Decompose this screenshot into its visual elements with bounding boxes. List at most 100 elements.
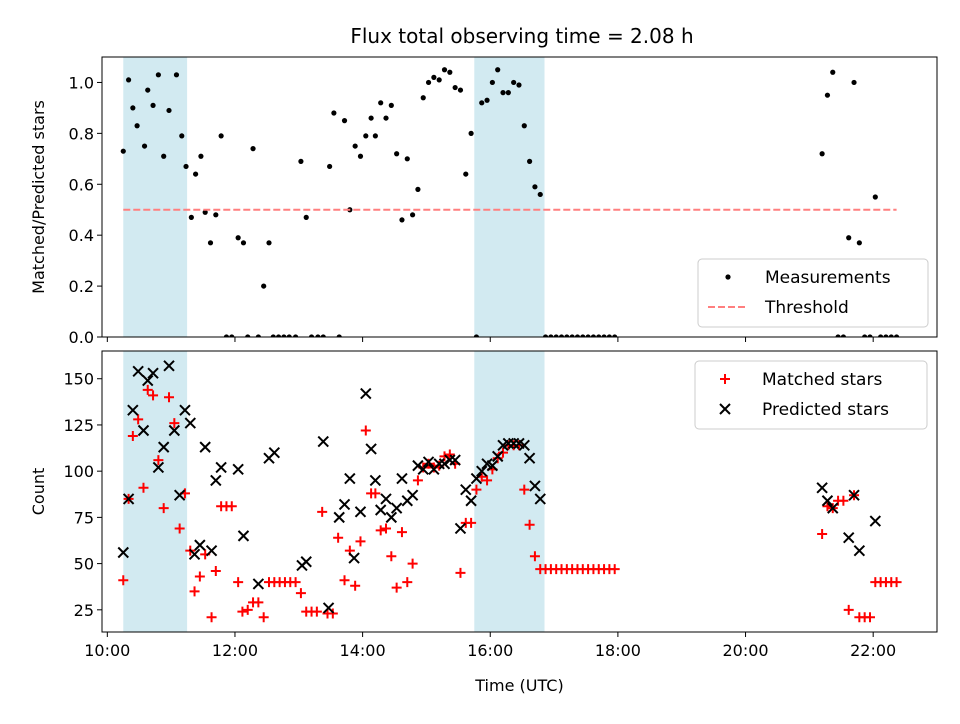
- data-point: [360, 425, 371, 436]
- data-point: [511, 79, 517, 86]
- data-point: [574, 334, 581, 337]
- data-point: [161, 153, 167, 159]
- data-point: [534, 493, 546, 505]
- data-point: [830, 69, 836, 75]
- data-point: [564, 334, 570, 337]
- data-point: [888, 334, 894, 337]
- legend: Matched stars Predicted stars: [694, 360, 928, 430]
- data-point: [317, 506, 328, 517]
- data-point: [524, 519, 535, 530]
- data-point: [878, 334, 884, 337]
- data-point: [258, 612, 269, 623]
- data-point: [365, 443, 377, 455]
- data-point: [521, 123, 527, 129]
- data-point: [360, 387, 372, 400]
- y-tick-label: 0.2: [69, 277, 94, 296]
- chart-title: Flux total observing time = 2.08 h: [350, 24, 693, 48]
- data-point: [891, 577, 902, 588]
- data-point: [138, 482, 149, 493]
- data-point: [835, 334, 841, 337]
- data-point: [457, 87, 464, 93]
- data-point: [428, 462, 439, 473]
- data-point: [466, 517, 477, 528]
- legend-box: [697, 258, 929, 328]
- series-measurements: [120, 67, 900, 337]
- data-point: [213, 212, 219, 218]
- data-point: [454, 522, 467, 535]
- data-point: [460, 483, 472, 496]
- data-point: [463, 171, 469, 177]
- data-point: [261, 283, 267, 289]
- shaded-interval-2: [474, 57, 545, 337]
- data-point: [869, 515, 882, 527]
- data-point: [223, 334, 230, 337]
- data-point: [452, 84, 458, 91]
- data-point: [193, 171, 199, 177]
- panel-2: 25 50 75 100 125 150 10:00 12:00 14:00 16:00 18:00…: [29, 350, 938, 695]
- data-point: [848, 489, 860, 501]
- data-point: [242, 604, 253, 615]
- data-point: [118, 575, 129, 586]
- data-point: [352, 143, 358, 149]
- shaded-interval-1: [123, 57, 188, 337]
- data-point: [194, 571, 205, 582]
- data-point: [363, 133, 369, 139]
- data-point: [150, 102, 156, 108]
- data-point: [375, 525, 386, 536]
- y-tick-label: 125: [63, 416, 94, 435]
- data-point: [355, 536, 366, 547]
- data-point: [253, 597, 264, 608]
- data-point: [292, 334, 299, 337]
- data-point: [210, 474, 222, 487]
- data-point: [286, 334, 292, 337]
- data-point: [883, 334, 889, 337]
- data-point: [558, 334, 565, 337]
- shaded-interval-1: [123, 351, 188, 632]
- data-point: [817, 529, 828, 540]
- y-tick-label: 75: [74, 508, 94, 527]
- data-point: [518, 439, 530, 451]
- data-point: [174, 523, 185, 534]
- data-point: [425, 79, 432, 86]
- data-point: [569, 334, 575, 337]
- data-point: [268, 446, 281, 459]
- y-tick-label: 0.4: [69, 226, 94, 245]
- data-point: [245, 334, 251, 337]
- data-point: [407, 558, 418, 569]
- x-tick-label: 12:00: [212, 641, 258, 660]
- legend: Measurements Threshold: [697, 258, 929, 328]
- data-point: [404, 156, 410, 162]
- shaded-interval-2: [474, 351, 545, 632]
- data-point: [529, 551, 540, 562]
- data-point: [339, 575, 350, 586]
- data-point: [341, 118, 348, 124]
- data-point: [141, 143, 148, 149]
- data-point: [537, 191, 543, 198]
- data-point: [147, 367, 159, 379]
- data-point: [585, 334, 591, 337]
- data-point: [498, 447, 509, 458]
- legend-marker: [725, 274, 731, 280]
- data-point: [609, 564, 620, 575]
- data-point: [237, 530, 250, 542]
- data-point: [240, 240, 247, 246]
- y-axis-label: Matched/Predicted stars: [29, 100, 48, 294]
- data-point: [394, 151, 400, 157]
- data-point: [590, 334, 597, 337]
- data-point: [851, 79, 857, 86]
- data-point: [471, 484, 482, 495]
- y-tick-label: 1.0: [69, 73, 94, 92]
- data-point: [205, 544, 218, 557]
- data-point: [127, 404, 139, 416]
- data-point: [173, 489, 186, 501]
- data-point: [444, 449, 455, 460]
- data-point: [354, 506, 367, 518]
- data-point: [827, 502, 839, 514]
- data-point: [449, 454, 461, 466]
- data-point: [606, 334, 612, 337]
- series-matched-stars: [118, 384, 902, 623]
- data-point: [153, 455, 164, 466]
- data-point: [380, 493, 392, 505]
- data-point: [348, 552, 360, 564]
